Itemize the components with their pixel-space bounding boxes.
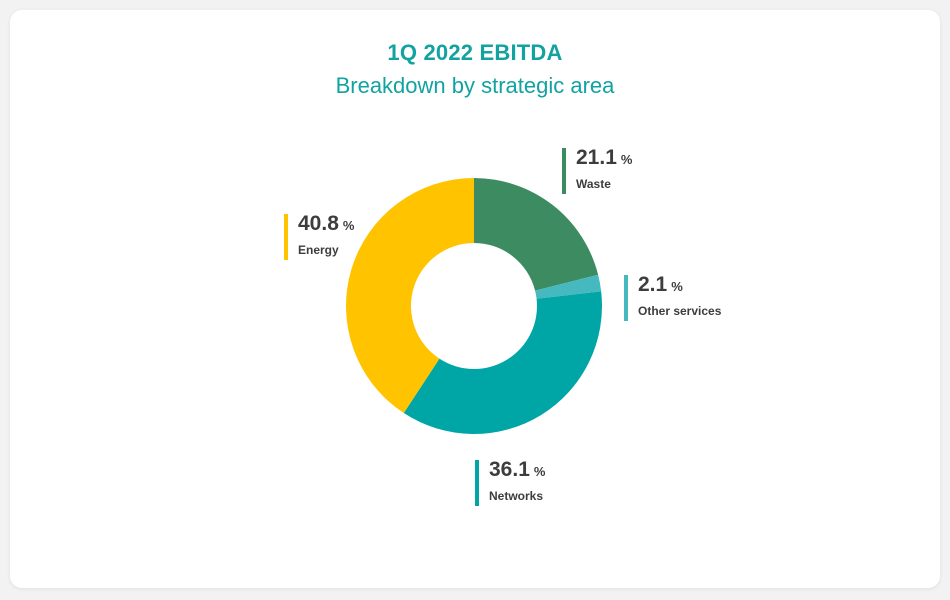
callout-waste: 21.1% Waste [562, 146, 632, 194]
value-networks: 36.1% [489, 458, 545, 484]
value-energy: 40.8% [298, 212, 354, 238]
value-energy-number: 40.8 [298, 212, 339, 235]
value-networks-unit: % [533, 464, 546, 479]
value-waste-unit: % [620, 152, 633, 167]
value-other-services-unit: % [671, 279, 683, 294]
value-networks-number: 36.1 [489, 458, 530, 481]
label-waste: Waste [576, 177, 611, 191]
value-other-services-number: 2.1 [638, 273, 668, 296]
slice-other-services [535, 274, 602, 299]
callout-networks: 36.1% Networks [475, 458, 545, 506]
label-energy: Energy [298, 243, 339, 257]
value-waste: 21.1% [576, 146, 632, 172]
value-other-services: 2.1% [638, 273, 721, 299]
slice-networks [403, 291, 602, 434]
slice-energy [346, 178, 474, 414]
slice-waste [474, 178, 599, 291]
chart-subtitle: Breakdown by strategic area [335, 73, 615, 98]
label-networks: Networks [489, 489, 544, 503]
label-other-services: Other services [638, 304, 722, 318]
value-waste-number: 21.1 [576, 146, 617, 169]
chart-title: 1Q 2022 EBITDA [387, 40, 563, 65]
callout-other-services: 2.1% Other services [624, 273, 722, 321]
value-energy-unit: % [342, 218, 355, 233]
callout-energy: 40.8% Energy [284, 212, 354, 260]
